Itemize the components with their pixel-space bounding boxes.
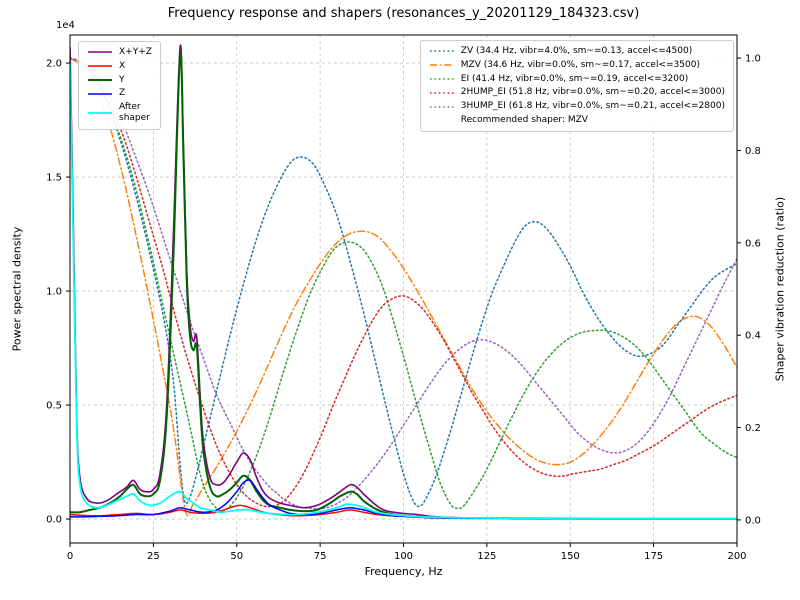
chart-title: Frequency response and shapers (resonanc…: [167, 6, 640, 21]
legend-item-zv: ZV (34.4 Hz, vibr=4.0%, sm~=0.13, accel<…: [429, 46, 725, 57]
y-left-tick-label: 0.5: [46, 401, 62, 412]
legend-label-ei: EI (41.4 Hz, vibr=0.0%, sm~=0.19, accel<…: [460, 73, 689, 84]
series-xyz: [70, 44, 737, 520]
legend-item-mzv: MZV (34.6 Hz, vibr=0.0%, sm~=0.17, accel…: [429, 60, 725, 71]
legend-left: X+Y+Z X Y Z After shaper: [78, 41, 161, 130]
y-right-tick-label: 0.2: [745, 423, 761, 434]
legend-label-mzv: MZV (34.6 Hz, vibr=0.0%, sm~=0.17, accel…: [460, 59, 700, 70]
legend-line-3hump_ei: [429, 105, 454, 108]
series-ei: [70, 57, 737, 512]
legend-item-z: Z: [87, 88, 152, 99]
legend-line-xyz: [88, 51, 112, 54]
legend-label-3hump_ei: 3HUMP_EI (61.8 Hz, vibr=0.0%, sm~=0.21, …: [460, 101, 725, 112]
legend-line-2hump_ei: [429, 92, 454, 94]
x-tick-label: 50: [230, 551, 243, 562]
axis-offset-text: 1e4: [56, 20, 75, 31]
y-right-tick-label: 0.4: [745, 331, 761, 342]
legend-label-after_shaper: After shaper: [119, 102, 150, 123]
y-axis-label-left: Power spectral density: [10, 226, 24, 352]
x-tick-label: 175: [644, 551, 663, 562]
y-axis-label-right: Shaper vibration reduction (ratio): [773, 196, 787, 382]
y-right-tick-label: 0.8: [745, 146, 761, 157]
y-right-tick-label: 0.6: [745, 238, 761, 249]
legend-item-2hump_ei: 2HUMP_EI (51.8 Hz, vibr=0.0%, sm~=0.20, …: [429, 87, 725, 98]
legend-line-mzv: [429, 64, 454, 66]
legend-line-zv: [429, 50, 454, 53]
x-tick-label: 25: [147, 551, 160, 562]
x-tick-label: 125: [477, 551, 496, 562]
legend-item-x: X: [87, 61, 152, 72]
x-axis-label: Frequency, Hz: [364, 565, 443, 578]
series-zv: [70, 57, 737, 508]
legend-item-ei: EI (41.4 Hz, vibr=0.0%, sm~=0.19, accel<…: [429, 74, 725, 85]
legend-recommended-shaper: Recommended shaper: MZV: [460, 114, 588, 125]
legend-right: ZV (34.4 Hz, vibr=4.0%, sm~=0.13, accel<…: [419, 40, 734, 132]
legend-line-after_shaper: [88, 112, 112, 114]
legend-item-after_shaper: After shaper: [87, 102, 152, 124]
y-left-tick-label: 1.5: [46, 173, 62, 184]
x-tick-label: 200: [727, 551, 746, 562]
legend-label-x: X: [119, 60, 126, 71]
legend-label-y: Y: [119, 74, 125, 85]
legend-label-z: Z: [119, 88, 126, 99]
axis-ticks: [66, 57, 741, 547]
y-left-tick-label: 0.0: [46, 515, 62, 526]
series-3hump_ei: [70, 57, 737, 510]
x-tick-label: 75: [314, 551, 327, 562]
series-after_shaper: [70, 62, 737, 520]
legend-line-z: [88, 93, 112, 95]
legend-line-y: [88, 78, 112, 81]
y-right-tick-label: 0.0: [745, 515, 761, 526]
tick-labels: 0 25 50 75 100 125 150 175 200 0.0 0.5 1.0 1.5 2.0 0.0…: [46, 54, 761, 562]
legend-line-x: [88, 65, 112, 67]
x-tick-label: 150: [561, 551, 580, 562]
y-left-tick-label: 2.0: [46, 59, 62, 70]
legend-label-zv: ZV (34.4 Hz, vibr=4.0%, sm~=0.13, accel<…: [460, 46, 693, 56]
legend-item-y: Y: [87, 75, 152, 86]
x-tick-label: 0: [67, 551, 73, 562]
y-left-tick-label: 1.0: [46, 287, 62, 298]
x-tick-label: 100: [394, 551, 413, 562]
series-mzv: [70, 57, 737, 517]
legend-item-xyz: X+Y+Z: [87, 47, 152, 58]
legend-item-3hump_ei: 3HUMP_EI (61.8 Hz, vibr=0.0%, sm~=0.21, …: [429, 101, 725, 112]
legend-line-ei: [429, 78, 454, 80]
legend-label-2hump_ei: 2HUMP_EI (51.8 Hz, vibr=0.0%, sm~=0.20, …: [460, 87, 725, 98]
y-right-tick-label: 1.0: [745, 54, 761, 65]
legend-label-xyz: X+Y+Z: [119, 47, 152, 57]
